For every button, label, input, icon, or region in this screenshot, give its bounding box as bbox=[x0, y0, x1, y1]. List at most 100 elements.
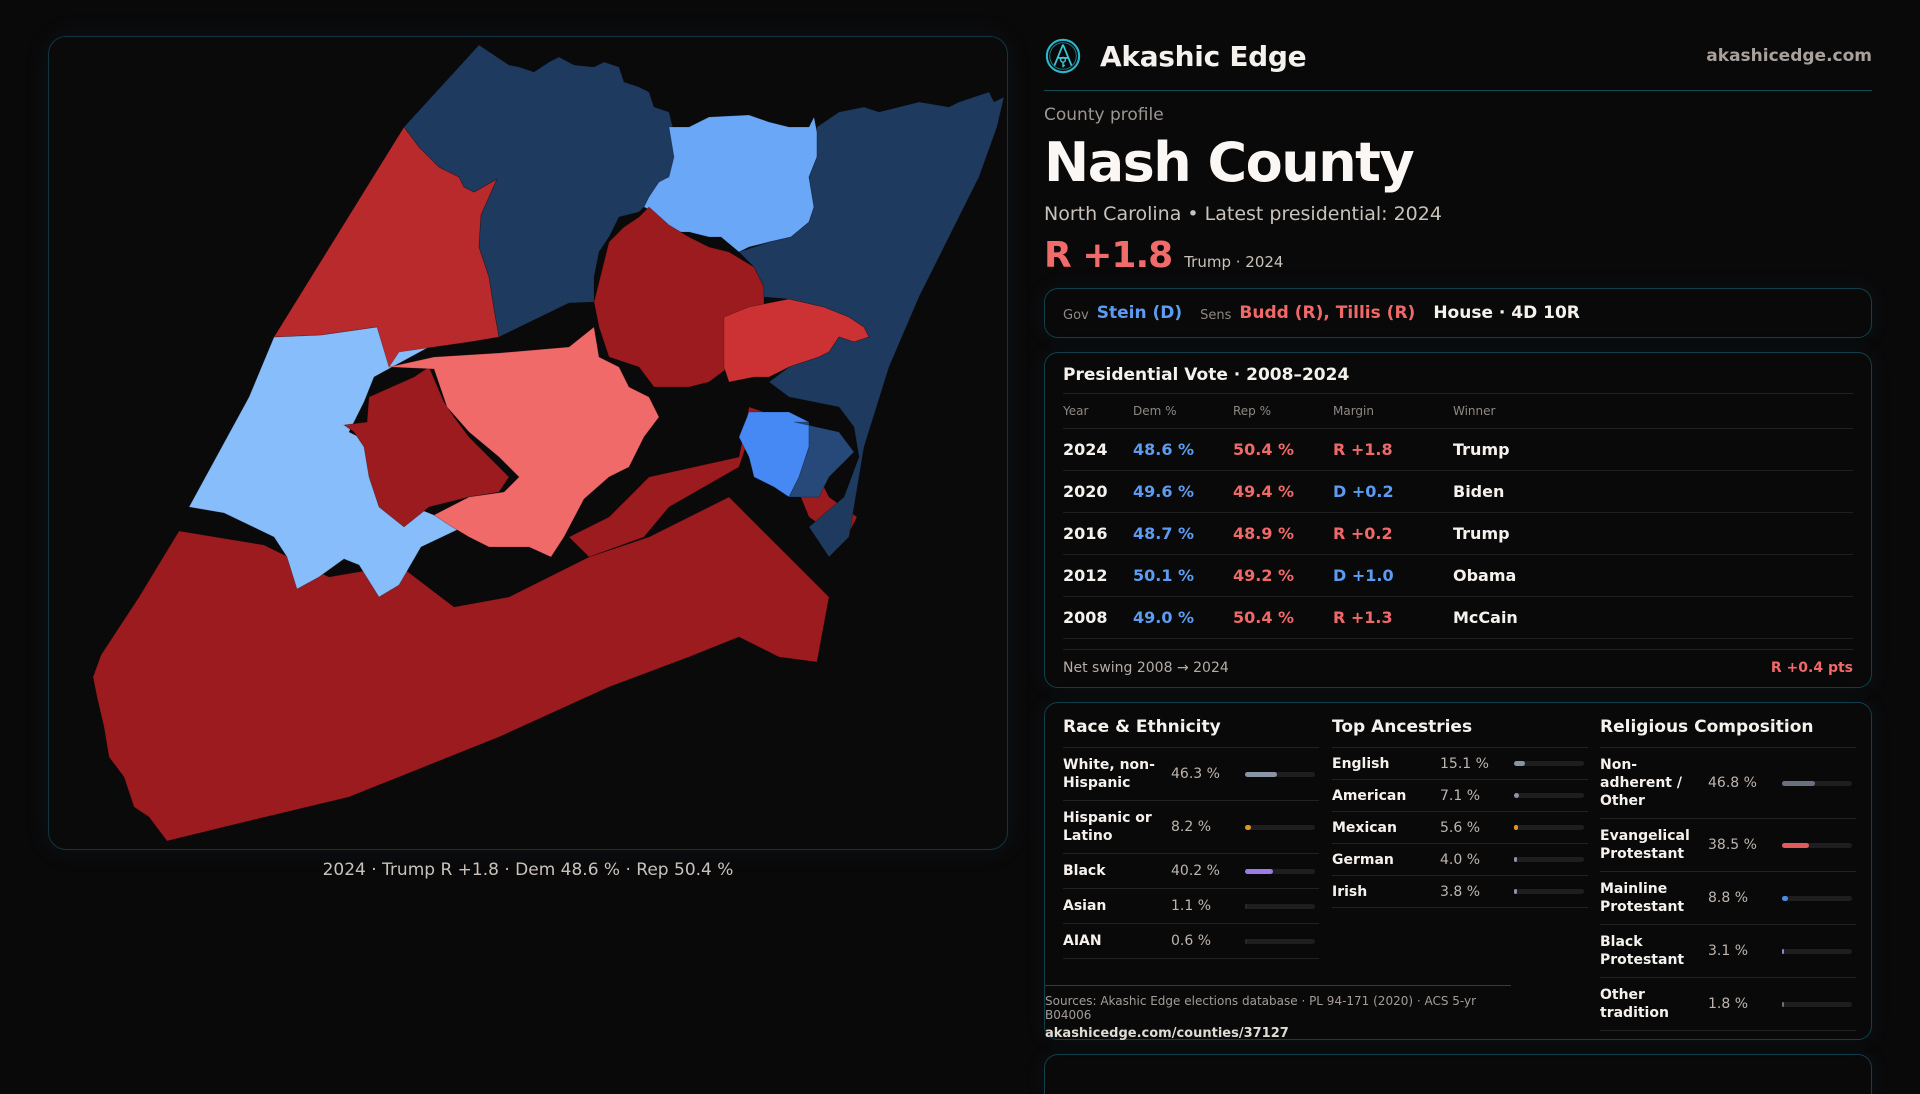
religion-row: Black Protestant 3.1 % bbox=[1600, 925, 1856, 978]
gov-label: Gov bbox=[1063, 307, 1089, 323]
sources-text: Sources: Akashic Edge elections database… bbox=[1045, 994, 1477, 1022]
col-year: Year bbox=[1063, 394, 1133, 429]
ancestry-bar-fill bbox=[1514, 857, 1517, 862]
ancestry-bar bbox=[1514, 793, 1584, 798]
race-bar-fill bbox=[1245, 771, 1278, 777]
ancestry-bar-fill bbox=[1514, 889, 1517, 894]
ancestry-label: English bbox=[1332, 755, 1390, 772]
precinct-east-mid-d[interactable] bbox=[788, 421, 855, 498]
next-card bbox=[1044, 1054, 1872, 1094]
site-link[interactable]: akashicedge.com bbox=[1706, 46, 1872, 66]
ancestry-label: Mexican bbox=[1332, 819, 1397, 836]
race-ethnicity-section: Race & Ethnicity White, non-Hispanic 46.3… bbox=[1063, 717, 1319, 959]
row-margin: D +0.2 bbox=[1333, 470, 1453, 513]
ancestry-value: 15.1 % bbox=[1440, 755, 1489, 772]
row-margin: R +0.2 bbox=[1333, 512, 1453, 555]
religion-label: Evangelical Protestant bbox=[1600, 828, 1690, 862]
ancestry-label: German bbox=[1332, 851, 1394, 868]
row-dem-pct: 50.1 % bbox=[1133, 554, 1233, 597]
ancestries-title: Top Ancestries bbox=[1332, 717, 1588, 748]
race-value: 40.2 % bbox=[1171, 863, 1220, 879]
race-bar bbox=[1245, 771, 1315, 777]
ancestry-value: 5.6 % bbox=[1440, 819, 1481, 836]
row-winner: McCain bbox=[1453, 596, 1853, 639]
religion-bar bbox=[1782, 780, 1852, 786]
headline-margin-value: R +1.8 bbox=[1044, 235, 1173, 276]
county-permalink[interactable]: akashicedge.com/counties/37127 bbox=[1045, 1026, 1289, 1041]
religion-label: Mainline Protestant bbox=[1600, 881, 1685, 915]
row-year: 2008 bbox=[1063, 596, 1133, 639]
table-header-row: Year Dem % Rep % Margin Winner bbox=[1063, 394, 1853, 429]
religion-row: Other tradition 1.8 % bbox=[1600, 978, 1856, 1031]
ancestry-bar bbox=[1514, 761, 1584, 766]
race-value: 46.3 % bbox=[1171, 766, 1220, 782]
religion-value: 46.8 % bbox=[1708, 775, 1757, 791]
row-rep-pct: 50.4 % bbox=[1233, 596, 1333, 639]
ancestry-bar bbox=[1514, 825, 1584, 830]
race-value: 8.2 % bbox=[1171, 819, 1212, 835]
page-subtitle: North Carolina • Latest presidential: 20… bbox=[1044, 203, 1442, 225]
precinct-inner-safe-r[interactable] bbox=[342, 366, 510, 528]
religion-bar bbox=[1782, 895, 1852, 901]
page-title: Nash County bbox=[1044, 131, 1415, 194]
house-delegation: House · 4D 10R bbox=[1433, 303, 1580, 323]
row-dem-pct: 48.7 % bbox=[1133, 512, 1233, 555]
precinct-map[interactable] bbox=[48, 36, 1008, 850]
race-bar bbox=[1245, 868, 1315, 874]
religion-value: 1.8 % bbox=[1708, 996, 1749, 1012]
col-winner: Winner bbox=[1453, 394, 1853, 429]
row-margin: R +1.3 bbox=[1333, 596, 1453, 639]
compass-key-emblem-icon bbox=[1045, 38, 1081, 74]
table-row: 2016 48.7 % 48.9 % R +0.2 Trump bbox=[1063, 512, 1853, 555]
row-winner: Trump bbox=[1453, 512, 1853, 555]
page-eyebrow: County profile bbox=[1044, 105, 1164, 125]
sens-value: Budd (R), Tillis (R) bbox=[1239, 303, 1416, 323]
row-rep-pct: 48.9 % bbox=[1233, 512, 1333, 555]
table-row: 2024 48.6 % 50.4 % R +1.8 Trump bbox=[1063, 428, 1853, 471]
religion-value: 38.5 % bbox=[1708, 837, 1757, 853]
col-dem: Dem % bbox=[1133, 394, 1233, 429]
row-dem-pct: 49.6 % bbox=[1133, 470, 1233, 513]
row-rep-pct: 50.4 % bbox=[1233, 428, 1333, 471]
race-value: 1.1 % bbox=[1171, 898, 1212, 914]
ancestry-value: 3.8 % bbox=[1440, 883, 1481, 900]
race-title: Race & Ethnicity bbox=[1063, 717, 1319, 748]
row-year: 2016 bbox=[1063, 512, 1133, 555]
race-bar bbox=[1245, 824, 1315, 830]
precinct-ne-safe-d[interactable] bbox=[738, 91, 1005, 558]
race-label: AIAN bbox=[1063, 933, 1102, 949]
precinct-map-svg[interactable] bbox=[49, 37, 1008, 850]
religion-row: Non-adherent / Other 46.8 % bbox=[1600, 748, 1856, 819]
ancestry-row: Mexican 5.6 % bbox=[1332, 812, 1588, 844]
religion-bar-fill bbox=[1782, 948, 1785, 954]
race-bar bbox=[1245, 903, 1315, 909]
sens-label: Sens bbox=[1200, 307, 1232, 323]
religion-bar bbox=[1782, 948, 1852, 954]
presidential-title: Presidential Vote · 2008–2024 bbox=[1063, 365, 1853, 394]
map-caption: 2024 · Trump R +1.8 · Dem 48.6 % · Rep 5… bbox=[322, 860, 734, 880]
net-swing-value: R +0.4 pts bbox=[1770, 659, 1853, 676]
ancestries-section: Top Ancestries English 15.1 % American 7.1 … bbox=[1332, 717, 1588, 908]
officials-card: Gov Stein (D) Sens Budd (R), Tillis (R) … bbox=[1044, 288, 1872, 338]
religion-bar-fill bbox=[1782, 895, 1789, 901]
row-year: 2020 bbox=[1063, 470, 1133, 513]
race-bar-fill bbox=[1245, 868, 1274, 874]
net-swing: Net swing 2008 → 2024 R +0.4 pts bbox=[1063, 648, 1853, 676]
race-bar bbox=[1245, 938, 1315, 944]
precinct-center-tilt-r[interactable] bbox=[388, 326, 660, 558]
row-year: 2012 bbox=[1063, 554, 1133, 597]
race-label: Hispanic or Latino bbox=[1063, 810, 1152, 844]
header-divider bbox=[1044, 90, 1872, 91]
religion-section: Religious Composition Non-adherent / Oth… bbox=[1600, 717, 1856, 1031]
ancestry-row: German 4.0 % bbox=[1332, 844, 1588, 876]
row-rep-pct: 49.4 % bbox=[1233, 470, 1333, 513]
religion-bar-fill bbox=[1782, 842, 1809, 848]
row-margin: R +1.8 bbox=[1333, 428, 1453, 471]
table-row: 2012 50.1 % 49.2 % D +1.0 Obama bbox=[1063, 554, 1853, 597]
row-winner: Biden bbox=[1453, 470, 1853, 513]
precinct-west-lean-d[interactable] bbox=[188, 326, 460, 598]
ancestry-label: Irish bbox=[1332, 883, 1368, 900]
col-rep: Rep % bbox=[1233, 394, 1333, 429]
precinct-sw[interactable] bbox=[92, 496, 830, 842]
ancestry-bar bbox=[1514, 857, 1584, 862]
